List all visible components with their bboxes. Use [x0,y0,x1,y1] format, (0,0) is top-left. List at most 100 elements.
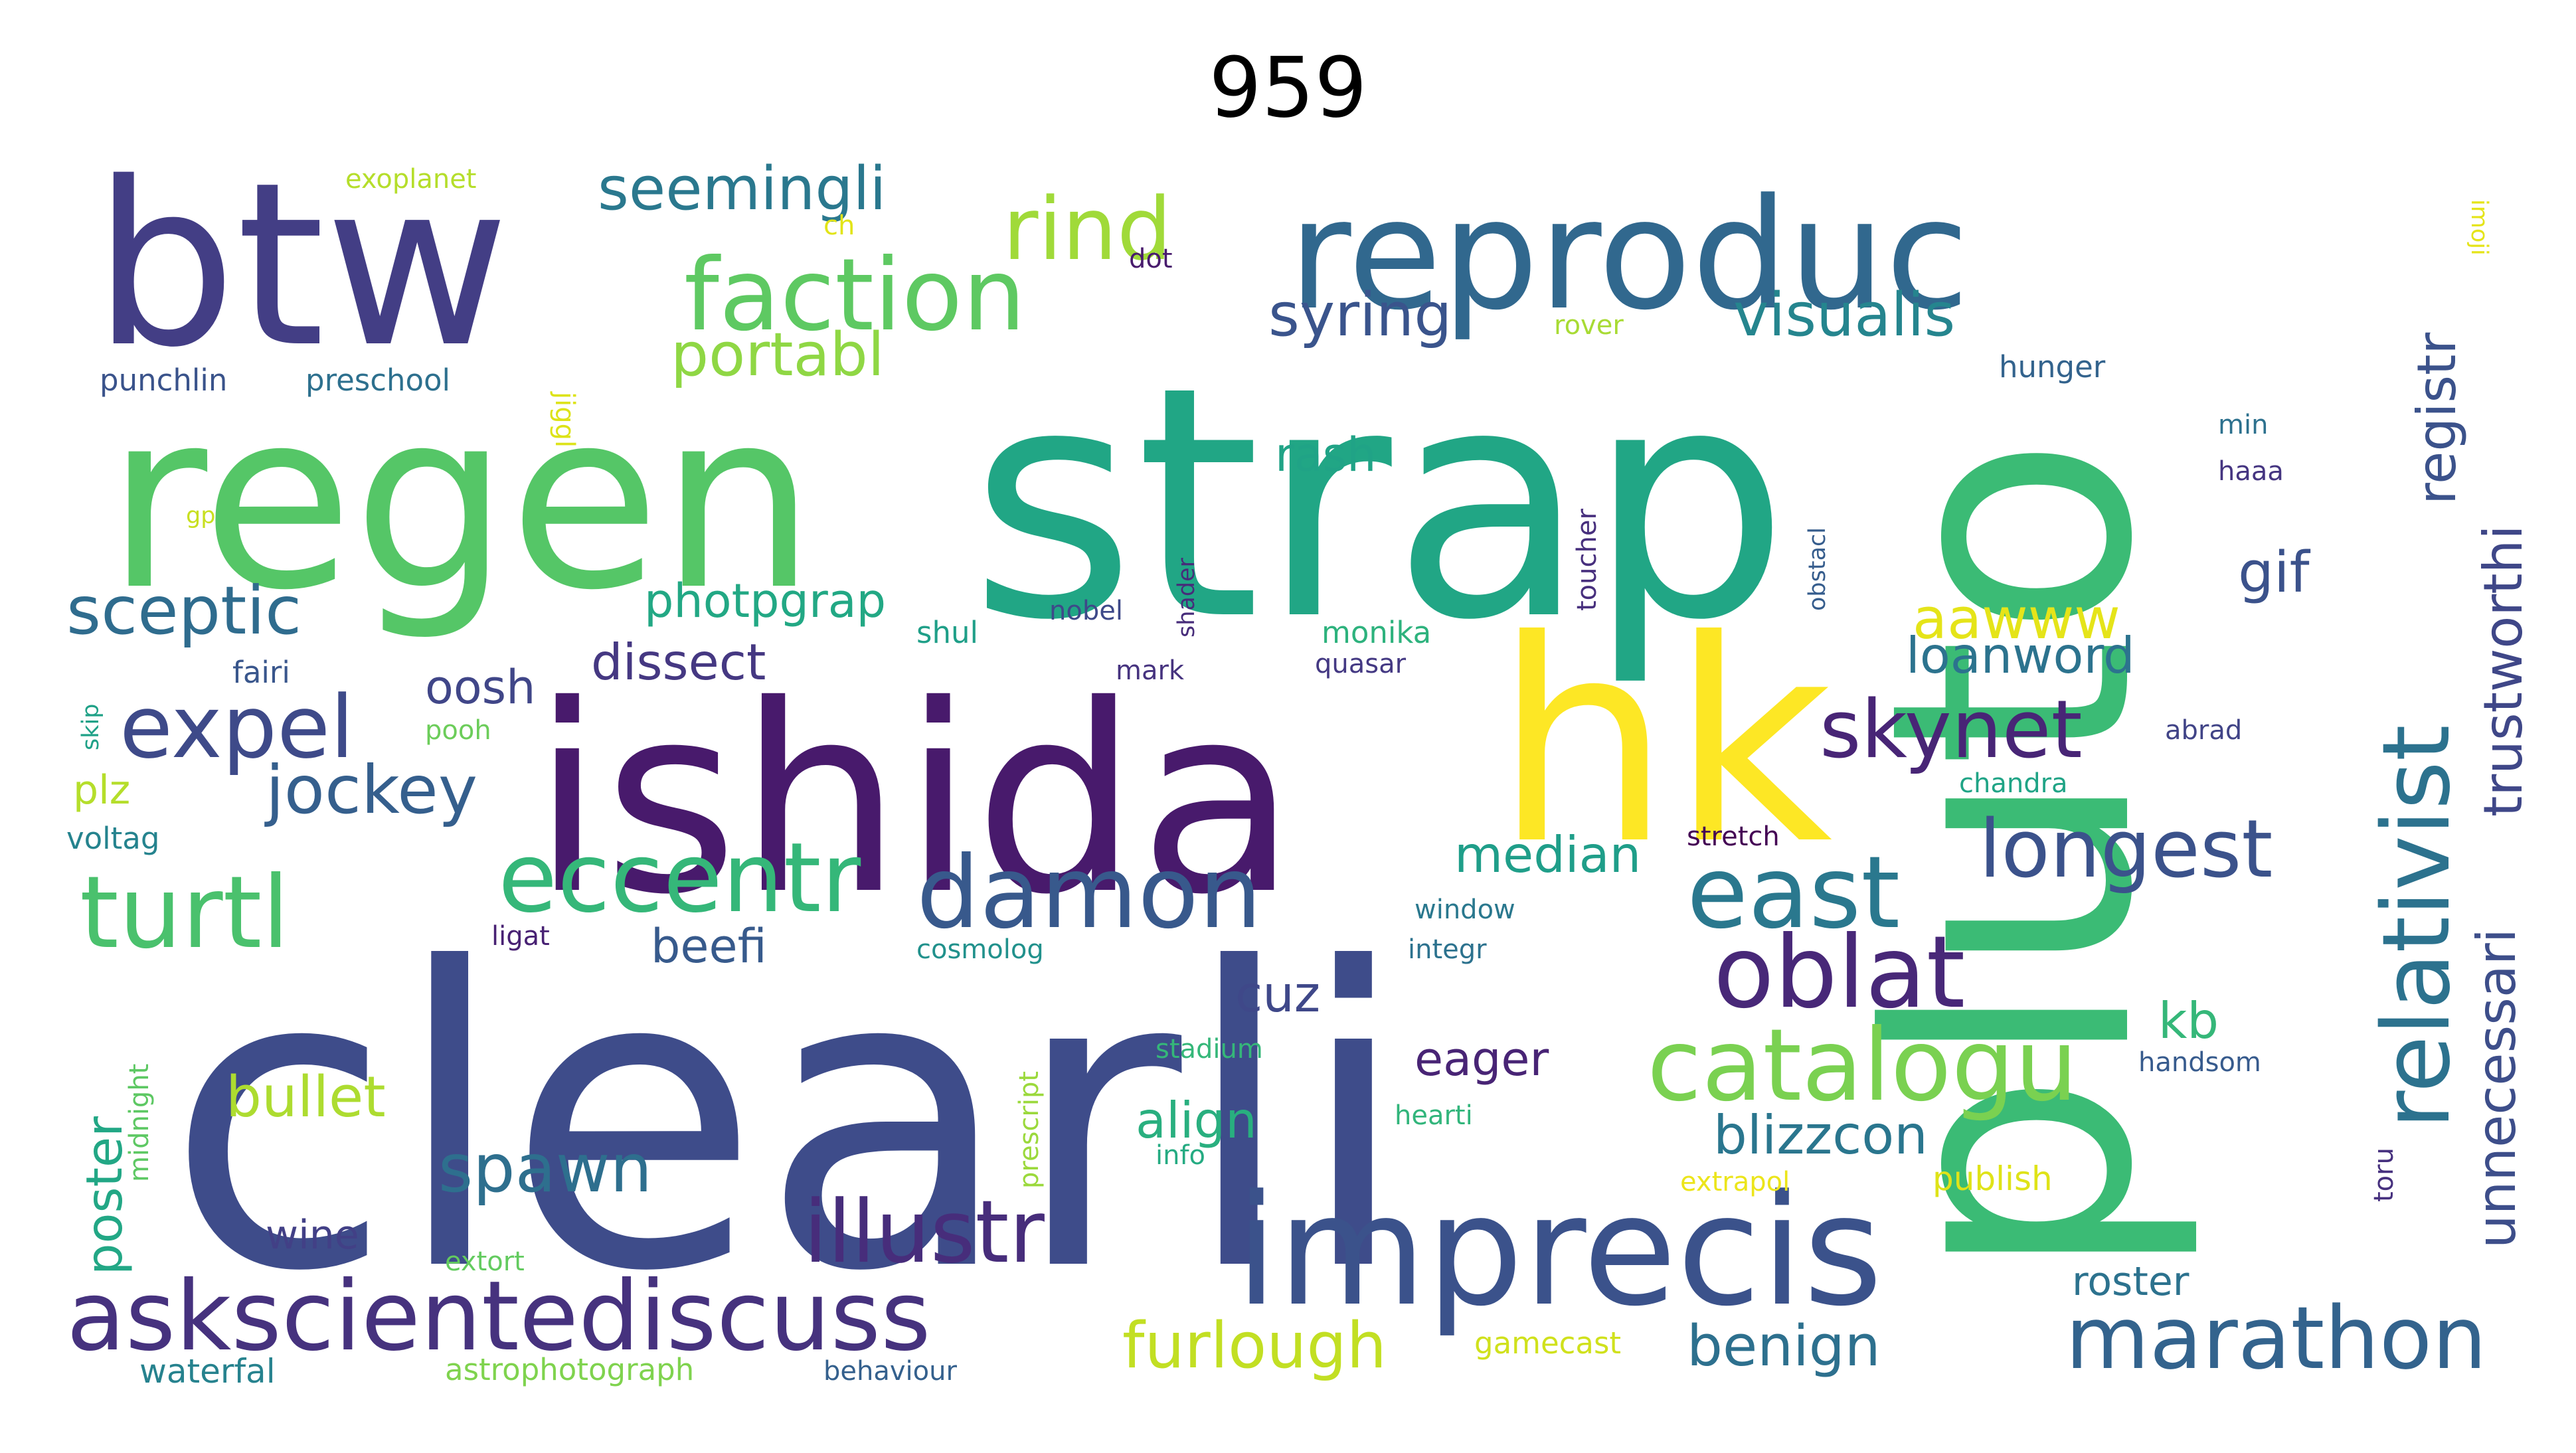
word-cosmolog: cosmolog [916,934,1044,965]
word-sceptic: sceptic [66,572,302,649]
word-ishida: ishida [531,649,1298,951]
word-eager: eager [1415,1032,1549,1086]
word-plz: plz [73,767,131,813]
word-toru: toru [2369,1148,2399,1202]
word-obstacl: obstacl [1804,527,1831,611]
word-punchlin: punchlin [100,363,228,398]
word-handsom: handsom [2138,1047,2261,1078]
word-blizzcon: blizzcon [1713,1104,1928,1166]
word-waterfal: waterfal [139,1352,276,1391]
word-chandra: chandra [1959,768,2068,799]
word-damon: damon [916,835,1262,951]
word-cuz: cuz [1235,965,1321,1023]
word-exoplanet: exoplanet [345,164,477,195]
word-portabl: portabl [671,320,885,390]
word-mark: mark [1116,655,1185,686]
word-quasar: quasar [1315,649,1407,679]
word-publish: publish [1932,1159,2053,1198]
word-benign: benign [1687,1314,1881,1379]
word-east: east [1687,835,1901,951]
word-hk: hk [1494,581,1833,906]
word-prescript: prescript [1014,1070,1045,1189]
word-window: window [1415,895,1515,925]
word-oosh: oosh [425,660,536,715]
word-oblat: oblat [1713,915,1966,1031]
word-integr: integr [1408,934,1487,965]
word-abrad: abrad [2165,715,2243,746]
word-dot: dot [1129,244,1173,274]
word-strap: strap [970,319,1790,690]
word-jiggl: jiggl [549,392,580,448]
word-imprecis: imprecis [1235,1163,1883,1340]
word-hearti: hearti [1395,1100,1473,1131]
word-trustworthi: trustworthi [2472,525,2534,817]
word-monika: monika [1322,615,1432,650]
word-regen: regen [106,359,816,644]
word-extort: extort [445,1246,525,1277]
word-haaa: haaa [2218,456,2284,487]
word-photpgrap: photpgrap [644,574,887,628]
word-clearli: clearli [166,883,1411,1361]
word-roster: roster [2072,1258,2190,1305]
word-astrophotograph: astrophotograph [445,1352,695,1387]
word-behaviour: behaviour [823,1356,957,1387]
word-eccentr: eccentr [498,822,861,934]
word-furlough: furlough [1122,1310,1387,1383]
word-info: info [1156,1140,1206,1171]
word-faction: faction [684,238,1026,353]
word-syring: syring [1268,280,1452,350]
word-skip: skip [78,703,104,750]
word-unnecessari: unnecessari [2466,928,2528,1248]
word-beefi: beefi [651,919,767,974]
word-poster: poster [75,1116,133,1275]
word-spawn: spawn [438,1130,653,1207]
word-fairi: fairi [232,655,290,690]
word-marathon: marathon [2065,1288,2487,1389]
word-visualis: visualis [1733,280,1956,350]
word-registr: registr [2406,332,2468,505]
word-dissect: dissect [591,633,766,691]
word-shader: shader [1173,557,1200,638]
word-median: median [1454,825,1642,884]
word-ligat: ligat [491,921,550,952]
word-pooh: pooh [425,715,491,746]
word-cloud: strap clearli regen ishida pluto btw hk … [66,134,2534,1401]
word-bullet: bullet [226,1065,386,1130]
word-rover: rover [1554,310,1624,341]
word-reproduc: reproduc [1288,167,1970,344]
word-shul: shul [916,615,978,650]
figure-title: 959 [1209,40,1367,136]
word-min: min [2218,410,2269,440]
word-skynet: skynet [1820,684,2083,776]
word-aawww: aawww [1913,586,2120,652]
word-voltag: voltag [66,821,160,856]
word-align: align [1136,1091,1257,1150]
word-stadium: stadium [1156,1034,1263,1065]
word-imoji: imoji [2466,199,2492,256]
word-jockey: jockey [266,751,477,829]
word-extrapol: extrapol [1680,1167,1790,1197]
word-gp: gp [186,503,216,529]
word-turtl: turtl [80,855,290,971]
word-askscientediscuss: askscientediscuss [66,1260,931,1373]
word-expel: expel [120,677,355,778]
word-ch: ch [823,211,855,241]
word-relativist: relativist [2363,725,2471,1129]
word-rind: rind [1003,179,1172,280]
word-longest: longest [1979,804,2273,896]
word-toucher: toucher [1572,509,1602,611]
word-gamecast: gamecast [1474,1325,1622,1361]
word-loanword: loanword [1906,626,2135,685]
word-rash: rash [1275,428,1377,482]
word-kb: kb [2158,991,2219,1050]
word-preschool: preschool [305,363,451,398]
word-btw: btw [93,134,510,397]
word-hunger: hunger [1999,349,2106,385]
word-stretch: stretch [1687,821,1780,852]
word-nobel: nobel [1049,596,1123,626]
word-midnight: midnight [124,1063,155,1182]
word-seemingli: seemingli [598,154,887,224]
word-wine: wine [266,1212,359,1258]
word-gif: gif [2238,540,2310,606]
word-illustr: illustr [804,1181,1045,1282]
